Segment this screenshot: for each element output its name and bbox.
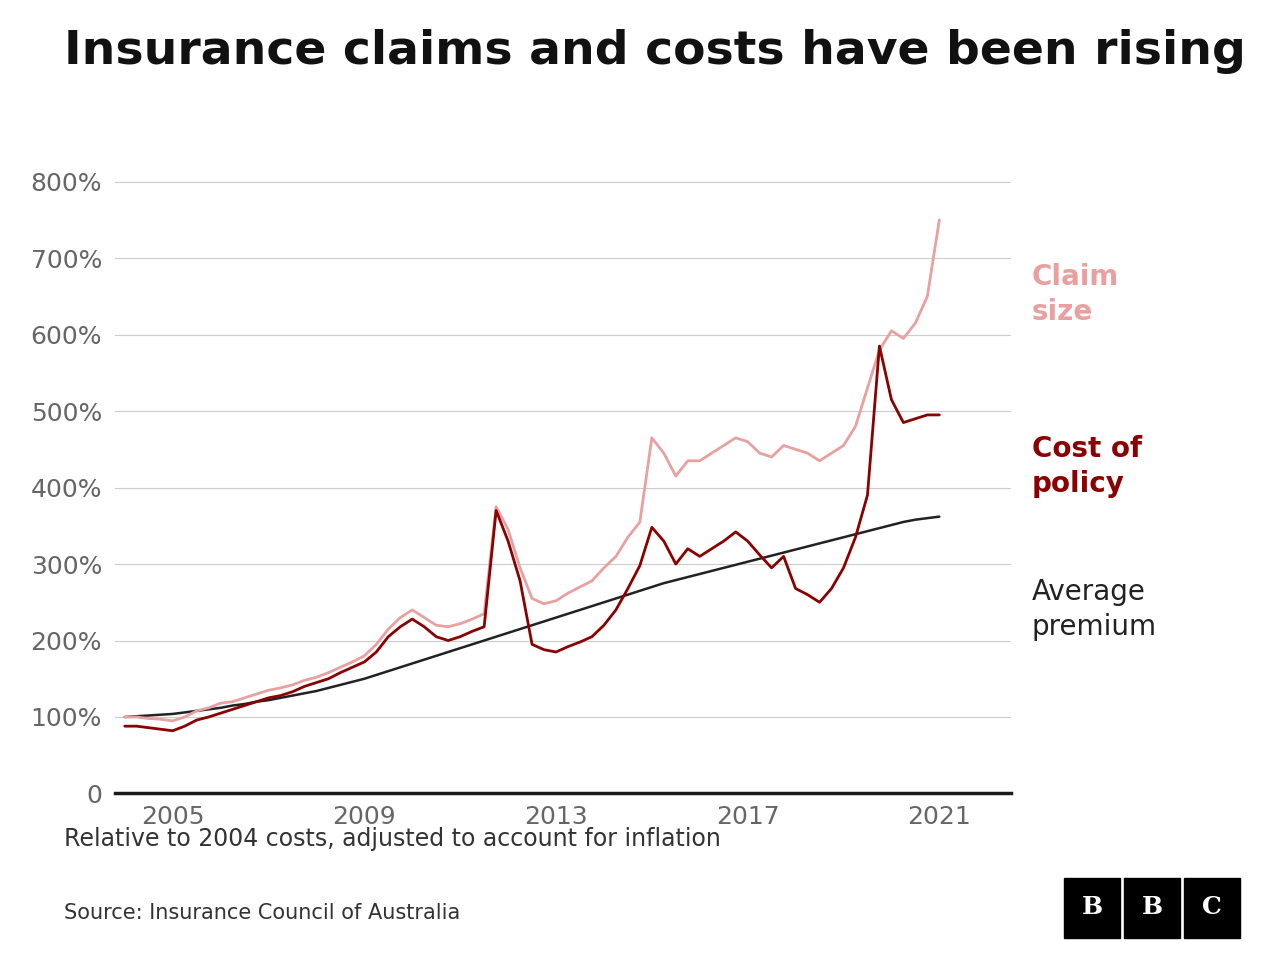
Text: Cost of
policy: Cost of policy xyxy=(1032,435,1142,497)
FancyBboxPatch shape xyxy=(1124,878,1180,939)
Text: Insurance claims and costs have been rising: Insurance claims and costs have been ris… xyxy=(64,29,1245,74)
Text: Source: Insurance Council of Australia: Source: Insurance Council of Australia xyxy=(64,903,461,923)
Text: B: B xyxy=(1082,895,1103,919)
Text: Relative to 2004 costs, adjusted to account for inflation: Relative to 2004 costs, adjusted to acco… xyxy=(64,827,721,851)
Text: Claim
size: Claim size xyxy=(1032,263,1119,325)
Text: B: B xyxy=(1142,895,1162,919)
Text: Average
premium: Average premium xyxy=(1032,578,1157,641)
FancyBboxPatch shape xyxy=(1064,878,1120,939)
FancyBboxPatch shape xyxy=(1184,878,1240,939)
Text: C: C xyxy=(1202,895,1221,919)
